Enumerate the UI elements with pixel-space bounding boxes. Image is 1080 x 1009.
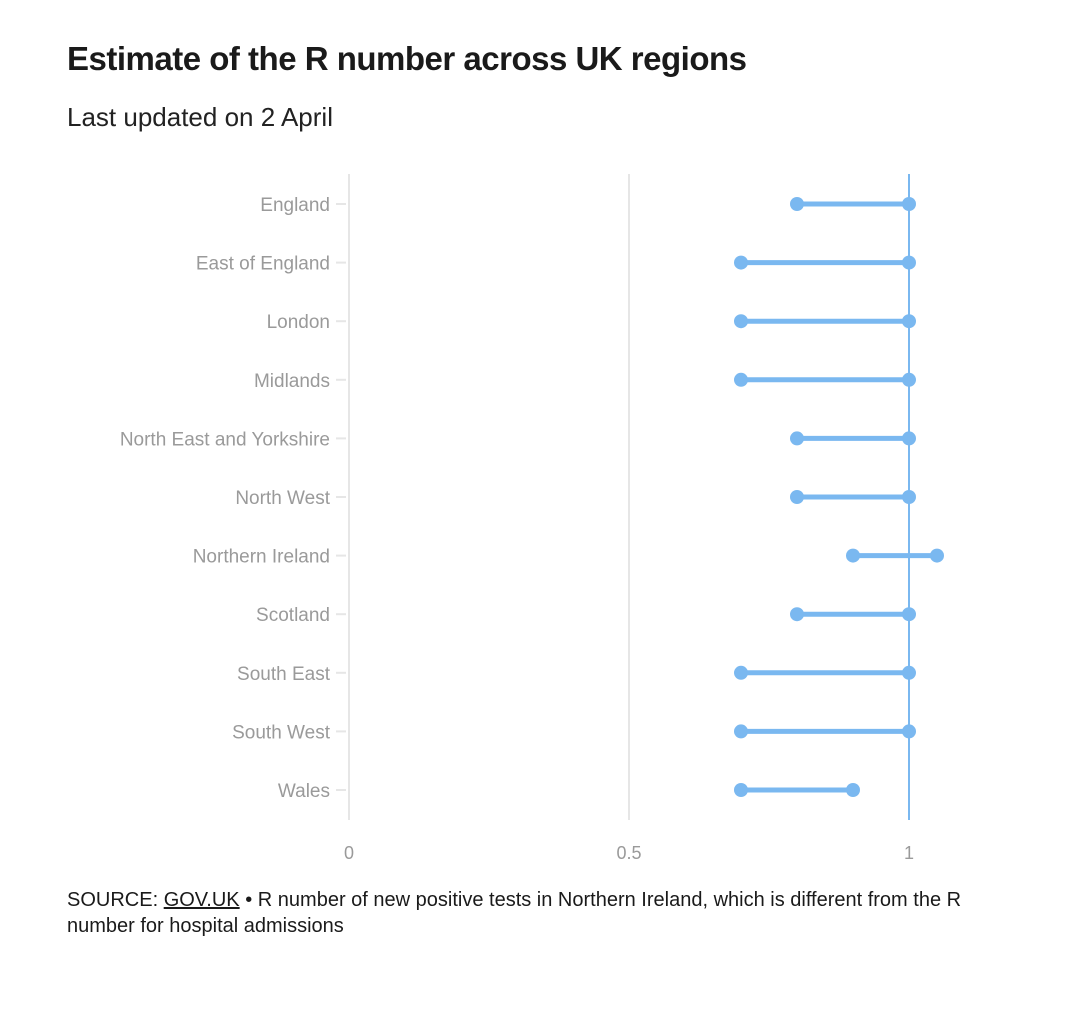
x-tick-label: 0	[344, 843, 354, 863]
upper-estimate-point	[846, 783, 860, 797]
source-footnote: SOURCE: GOV.UK • R number of new positiv…	[67, 887, 1080, 939]
dumbbell-chart: England East of England London Midlands Nort…	[120, 174, 944, 863]
separator-dot: •	[245, 889, 253, 911]
lower-estimate-point	[790, 197, 804, 211]
upper-estimate-point	[902, 197, 916, 211]
chart-subtitle: Last updated on 2 April	[67, 102, 333, 132]
category-label: London	[267, 312, 330, 333]
y-axis	[336, 203, 346, 791]
lower-estimate-point	[790, 431, 804, 446]
lower-estimate-point	[734, 314, 748, 329]
upper-estimate-point	[902, 607, 916, 622]
category-label: Northern Ireland	[193, 547, 330, 568]
category-labels: England East of England London Midlands Nort…	[120, 195, 331, 802]
category-label: East of England	[196, 254, 330, 275]
category-label: England	[260, 195, 330, 216]
category-label: South East	[237, 664, 331, 685]
upper-estimate-point	[902, 431, 916, 446]
lower-estimate-point	[734, 783, 748, 797]
upper-estimate-point	[902, 490, 916, 504]
category-label: South West	[232, 722, 331, 743]
upper-estimate-point	[902, 255, 916, 270]
upper-estimate-point	[902, 665, 916, 680]
source-prefix: SOURCE:	[67, 889, 159, 911]
x-axis-ticks: 0 0.5 1	[344, 843, 914, 863]
lower-estimate-point	[734, 665, 748, 680]
chart-title: Estimate of the R number across UK regio…	[67, 40, 747, 77]
category-label: North East and Yorkshire	[120, 429, 330, 450]
footnote-text-line2: number for hospital admissions	[67, 915, 344, 937]
upper-estimate-point	[902, 724, 916, 739]
upper-estimate-point	[902, 314, 916, 329]
category-label: Midlands	[254, 371, 330, 392]
lower-estimate-point	[734, 724, 748, 739]
category-label: North West	[235, 488, 330, 509]
x-tick-label: 0.5	[616, 843, 641, 863]
category-label: Wales	[278, 781, 330, 802]
x-tick-label: 1	[904, 843, 914, 863]
upper-estimate-point	[902, 372, 916, 387]
lower-estimate-point	[734, 255, 748, 270]
source-link[interactable]: GOV.UK	[163, 889, 240, 911]
footnote-text-line1: R number of new positive tests in Northe…	[257, 889, 962, 911]
lower-estimate-point	[790, 490, 804, 504]
lower-estimate-point	[790, 607, 804, 622]
category-label: Scotland	[256, 605, 330, 626]
upper-estimate-point	[930, 548, 944, 563]
lower-estimate-point	[734, 372, 748, 387]
data-marks	[734, 197, 944, 797]
lower-estimate-point	[846, 548, 860, 563]
